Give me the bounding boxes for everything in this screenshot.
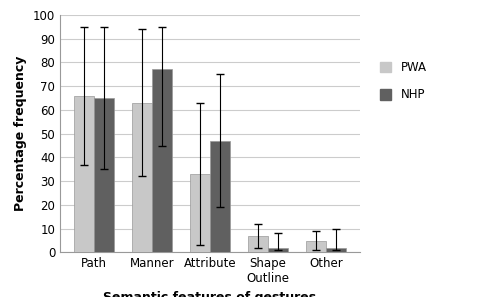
Bar xyxy=(306,241,326,252)
Bar xyxy=(248,236,268,252)
Y-axis label: Percentage frequency: Percentage frequency xyxy=(14,56,28,211)
Bar xyxy=(190,174,210,252)
Bar xyxy=(152,69,172,252)
X-axis label: Semantic features of gestures: Semantic features of gestures xyxy=(104,291,316,297)
Bar xyxy=(326,248,346,252)
Bar xyxy=(268,248,288,252)
Legend: PWA, NHP: PWA, NHP xyxy=(375,56,432,106)
Bar xyxy=(132,103,152,252)
Bar xyxy=(74,96,94,252)
Bar xyxy=(210,141,231,252)
Bar xyxy=(94,98,114,252)
